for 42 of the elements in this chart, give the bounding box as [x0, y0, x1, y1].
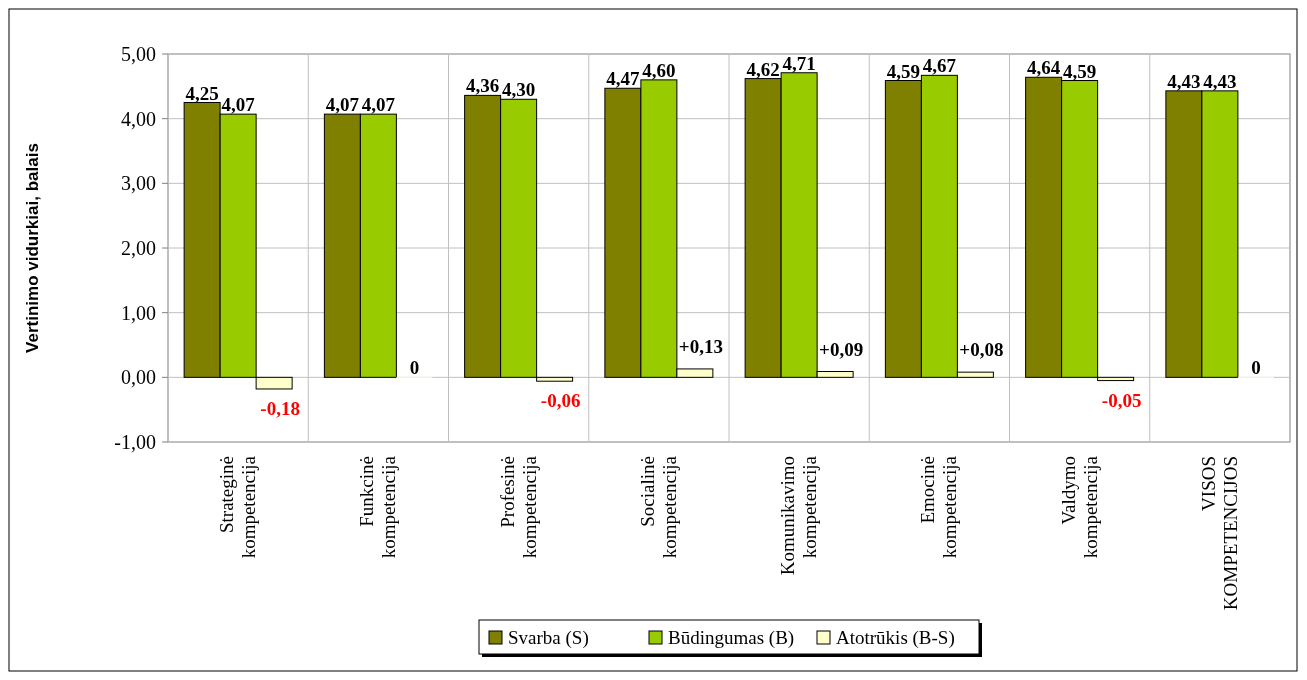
y-tick-label: -1,00: [114, 431, 156, 453]
data-label: 4,47: [606, 68, 640, 90]
x-tick-label: Strateginė kompetencija: [216, 455, 260, 559]
data-label: 4,59: [886, 60, 920, 82]
x-tick-label: Komunikavimo kompetencija: [777, 455, 821, 576]
data-label: 4,62: [746, 58, 780, 80]
data-label: 4,67: [922, 55, 957, 77]
y-axis-title: Vertinimo vidurkiai, balais: [23, 143, 42, 353]
legend-label: Būdingumas (B): [668, 627, 795, 649]
data-label: 0: [409, 357, 420, 379]
y-tick-label: 1,00: [121, 301, 156, 324]
data-label: 4,07: [361, 94, 396, 116]
data-label: 4,36: [466, 75, 500, 97]
legend-label: Svarba (S): [508, 627, 589, 649]
data-label: 4,71: [782, 52, 816, 74]
data-label: 4,43: [1167, 70, 1201, 92]
data-label: 0: [1251, 357, 1261, 379]
y-tick-label: 2,00: [121, 237, 156, 259]
data-label: -0,06: [540, 390, 581, 412]
x-tick-label: Profesinė kompetencija: [496, 455, 540, 559]
y-tick-label: 3,00: [121, 172, 156, 195]
y-tick-label: 4,00: [121, 107, 156, 130]
data-label: +0,09: [819, 338, 864, 360]
data-label: +0,08: [959, 339, 1004, 361]
x-tick-label: Emocinė kompetencija: [917, 455, 961, 559]
data-label: 4,30: [502, 79, 536, 101]
x-tick-label: Socialinė kompetencija: [636, 455, 680, 559]
data-label: -0,18: [260, 397, 300, 419]
data-label: 4,60: [642, 59, 676, 81]
data-label: -0,05: [1101, 389, 1142, 411]
data-label: +0,13: [678, 335, 723, 357]
data-label: 4,07: [221, 94, 256, 116]
legend-label: Atotrūkis (B-S): [836, 627, 955, 649]
data-label: 4,07: [325, 94, 360, 116]
data-label: 4,59: [1063, 60, 1097, 82]
data-label: 4,64: [1027, 57, 1061, 79]
x-tick-label: Funkcinė kompetencija: [356, 455, 400, 559]
y-tick-label: 0,00: [121, 366, 156, 389]
y-tick-label: 5,00: [121, 43, 156, 65]
x-tick-label: Valdymo kompetencija: [1057, 455, 1101, 559]
data-label: 4,43: [1203, 70, 1237, 92]
data-label: 4,25: [185, 82, 219, 104]
